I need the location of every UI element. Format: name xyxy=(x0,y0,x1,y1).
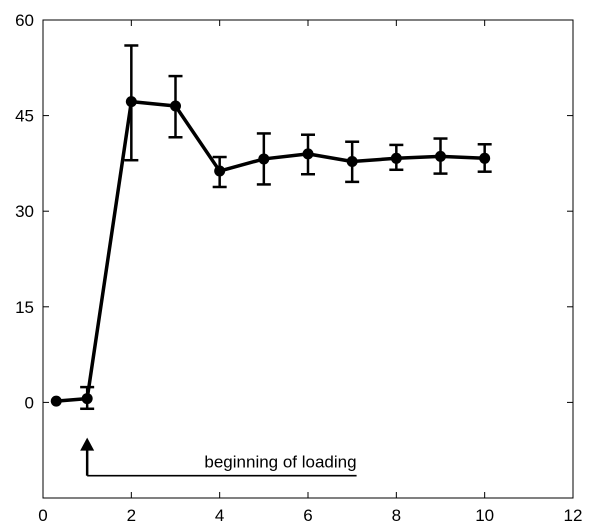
plot-frame xyxy=(42,19,574,499)
y-tick-label: 15 xyxy=(15,298,34,317)
data-point xyxy=(302,148,314,160)
x-tick-label: 6 xyxy=(303,506,312,525)
annotation-label: beginning of loading xyxy=(204,453,356,472)
data-point xyxy=(81,393,93,405)
x-tick-label: 4 xyxy=(215,506,224,525)
data-point xyxy=(125,96,137,108)
series-line xyxy=(56,99,485,403)
data-point xyxy=(435,150,446,162)
y-tick-label: 0 xyxy=(25,393,34,412)
data-point xyxy=(214,165,226,177)
loading-arrow-head xyxy=(80,437,95,451)
y-tick-label: 60 xyxy=(15,11,34,30)
data-point xyxy=(479,152,491,164)
x-tick-label: 8 xyxy=(392,506,401,525)
x-tick-label: 12 xyxy=(564,506,583,525)
data-point xyxy=(258,153,270,165)
data-point xyxy=(170,100,181,112)
data-point xyxy=(50,395,62,407)
x-tick-label: 0 xyxy=(38,506,47,525)
x-tick-label: 2 xyxy=(127,506,136,525)
y-tick-label: 45 xyxy=(15,107,34,126)
data-point xyxy=(390,152,402,164)
x-tick-label: 10 xyxy=(475,506,494,525)
data-point xyxy=(346,155,358,167)
y-tick-label: 30 xyxy=(15,202,34,221)
